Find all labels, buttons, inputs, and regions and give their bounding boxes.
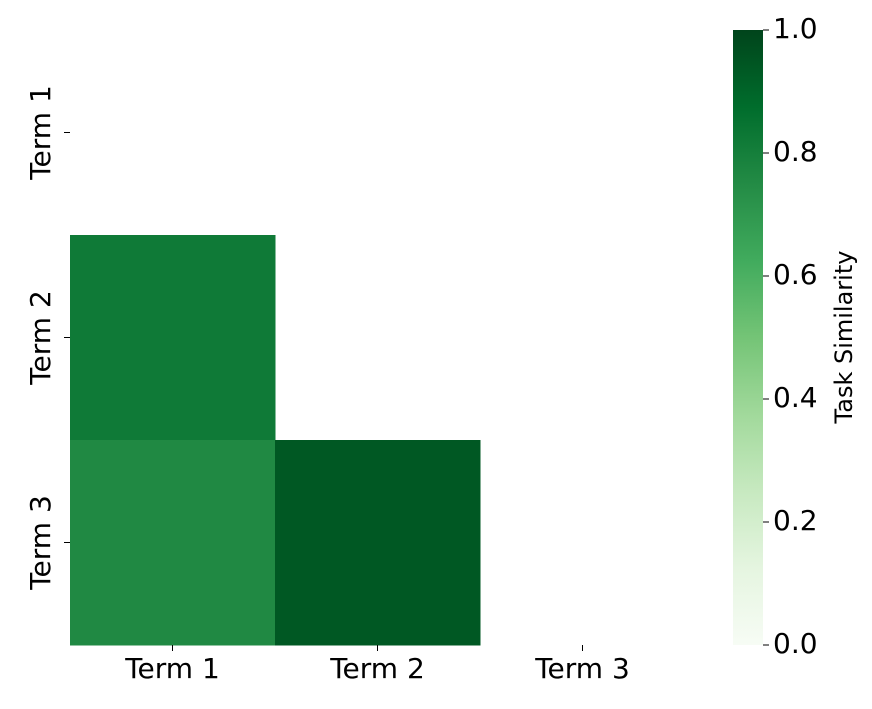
colorbar [733, 30, 763, 645]
x-tick-label: Term 2 [329, 652, 425, 685]
colorbar-tick-label: 0.2 [773, 504, 818, 537]
x-tick-label: Term 3 [534, 652, 630, 685]
y-tick-label: Term 3 [24, 495, 57, 591]
x-tick-label: Term 1 [124, 652, 220, 685]
y-tick-label: Term 2 [24, 290, 57, 386]
colorbar-tick-label: 0.8 [773, 135, 818, 168]
colorbar-tick-label: 0.4 [773, 381, 818, 414]
colorbar-tick-label: 0.6 [773, 258, 818, 291]
heatmap-cell [70, 235, 276, 441]
colorbar-label: Task Similarity [830, 251, 858, 425]
colorbar-tick-label: 0.0 [773, 627, 818, 660]
heatmap-cell [70, 440, 276, 646]
y-tick-label: Term 1 [24, 85, 57, 181]
colorbar-tick-label: 1.0 [773, 12, 818, 45]
heatmap-cell [275, 440, 481, 646]
